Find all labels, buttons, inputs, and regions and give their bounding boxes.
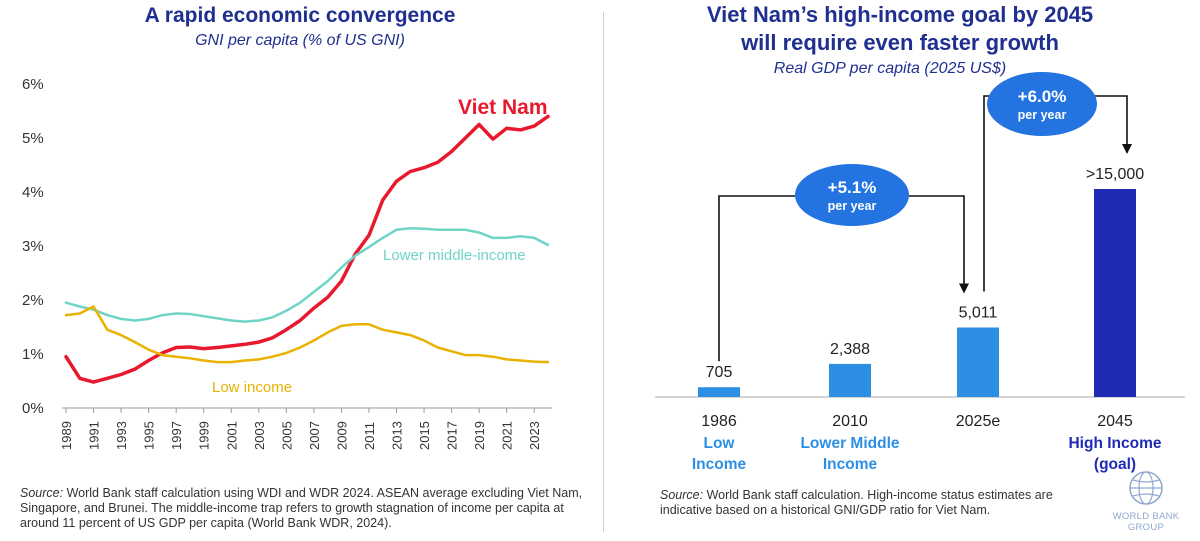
left-chart-title: A rapid economic convergence	[144, 4, 456, 27]
y-tick-label: 1%	[22, 346, 44, 363]
growth-rate-label: +5.1%	[828, 178, 877, 197]
x-tick-label: 2011	[362, 422, 377, 450]
x-tick-label: 1989	[59, 421, 74, 450]
growth-rate-label: +6.0%	[1018, 87, 1067, 106]
y-tick-label: 5%	[22, 130, 44, 147]
globe-icon	[1129, 471, 1163, 505]
bar-2045	[1094, 189, 1136, 397]
x-tick-label: 2007	[307, 421, 322, 450]
x-tick-label: 1993	[114, 421, 129, 450]
x-tick-label: 2019	[472, 421, 487, 450]
category-label: 2010	[832, 413, 868, 430]
series-line-low-income	[64, 305, 550, 364]
x-tick-label: 2013	[390, 421, 405, 450]
panel-divider	[603, 12, 604, 532]
category-label: 2045	[1097, 413, 1133, 430]
y-tick-label: 3%	[22, 238, 44, 255]
x-tick-label: 1997	[169, 421, 184, 450]
category-label: 1986	[701, 413, 737, 430]
x-tick-label: 2015	[417, 421, 432, 450]
series-label-vietnam: Viet Nam	[458, 96, 548, 119]
growth-rate-sublabel: per year	[828, 199, 877, 213]
bar-value-label: 5,011	[959, 305, 998, 322]
growth-bubble	[987, 72, 1097, 136]
category-sublabel: High Income	[1068, 435, 1161, 452]
right-source-text: World Bank staff calculation. High-incom…	[660, 488, 1053, 517]
x-tick-label: 2005	[279, 421, 294, 450]
left-panel: A rapid economic convergence GNI per cap…	[20, 4, 590, 531]
x-tick-label: 2001	[224, 421, 239, 450]
bar-1986	[698, 387, 740, 397]
right-chart-subtitle: Real GDP per capita (2025 US$)	[773, 60, 1007, 77]
arrowhead-icon	[1122, 144, 1132, 154]
growth-rate-sublabel: per year	[1018, 108, 1067, 122]
bar-2025e	[957, 327, 999, 397]
right-panel: Viet Nam’s high-income goal by 2045 will…	[600, 0, 1200, 541]
bar-value-label: >15,000	[1086, 166, 1144, 183]
right-source-note: Source: World Bank staff calculation. Hi…	[660, 488, 1060, 518]
series-line-vietnam	[64, 114, 550, 384]
x-tick-label: 1991	[87, 421, 102, 450]
x-tick-label: 1999	[197, 421, 212, 450]
x-tick-label: 2021	[500, 421, 515, 450]
category-sublabel: Income	[692, 456, 747, 473]
y-tick-label: 4%	[22, 184, 44, 201]
right-chart-title-line1: Viet Nam’s high-income goal by 2045	[706, 2, 1094, 27]
left-chart-subtitle: GNI per capita (% of US GNI)	[195, 32, 405, 49]
category-label: 2025e	[956, 413, 1001, 430]
right-chart-title-line2: will require even faster growth	[741, 30, 1059, 55]
x-tick-label: 2003	[252, 421, 267, 450]
x-tick-label: 2023	[527, 421, 542, 450]
logo-text: WORLD BANK GROUP	[1112, 511, 1180, 533]
bar-chart: 705 1986 Low Income 2,388 2010 Lower Middle Inc…	[655, 72, 1185, 473]
series-line-lower-middle	[64, 226, 550, 323]
series-label-low-income: Low income	[212, 379, 292, 396]
left-source-note: Source: World Bank staff calculation usi…	[20, 486, 590, 531]
right-source-label: Source:	[660, 488, 704, 502]
x-tick-label: 2009	[334, 421, 349, 450]
y-tick-label: 6%	[22, 76, 44, 93]
world-bank-logo: WORLD BANK GROUP	[1106, 470, 1186, 533]
category-sublabel: Low	[704, 435, 736, 452]
bar-2010	[829, 363, 871, 397]
category-sublabel: (goal)	[1094, 456, 1136, 473]
line-chart: 0% 1% 2% 3% 4% 5% 6% 1989 1991 1993 1995 1997 1999 20…	[22, 76, 552, 450]
bar-value-label: 705	[706, 364, 733, 381]
left-source-text: World Bank staff calculation using WDI a…	[20, 486, 583, 530]
y-tick-label: 0%	[22, 400, 44, 417]
x-tick-label: 2017	[445, 421, 460, 450]
left-source-label: Source:	[20, 486, 64, 500]
category-sublabel: Lower Middle	[800, 435, 899, 452]
x-tick-label: 1995	[142, 421, 157, 450]
growth-bubble	[795, 164, 909, 226]
y-tick-label: 2%	[22, 292, 44, 309]
series-label-lower-middle: Lower middle-income	[383, 247, 526, 264]
bar-value-label: 2,388	[830, 341, 870, 358]
arrowhead-icon	[959, 283, 969, 294]
category-sublabel: Income	[823, 456, 878, 473]
